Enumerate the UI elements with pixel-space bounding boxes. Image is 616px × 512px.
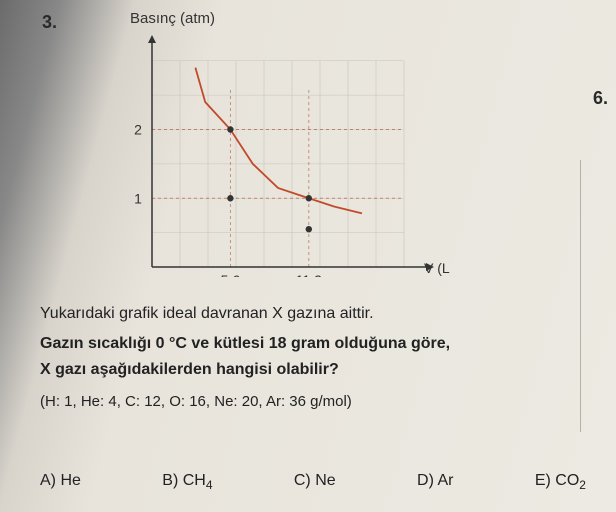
question-number-6: 6. (593, 88, 608, 109)
page-divider (580, 160, 598, 432)
option-d[interactable]: D) Ar (417, 472, 453, 492)
atomic-masses: (H: 1, He: 4, C: 12, O: 16, Ne: 20, Ar: … (40, 390, 586, 413)
y-axis-label: Basınç (atm) (130, 10, 470, 27)
answer-options: A) He B) CH4 C) Ne D) Ar E) CO2 (40, 472, 586, 492)
question-number-3: 3. (42, 12, 57, 33)
option-c[interactable]: C) Ne (294, 472, 336, 492)
svg-text:V (L): V (L) (424, 260, 450, 276)
option-e[interactable]: E) CO2 (535, 472, 586, 492)
svg-text:2: 2 (134, 122, 142, 138)
option-a[interactable]: A) He (40, 472, 81, 492)
svg-text:5,6: 5,6 (221, 272, 241, 277)
question-given: Gazın sıcaklığı 0 °C ve kütlesi 18 gram … (40, 332, 586, 357)
option-b[interactable]: B) CH4 (162, 472, 212, 492)
question-intro: Yukarıdaki grafik ideal davranan X gazın… (40, 302, 586, 327)
svg-text:11,2: 11,2 (296, 272, 322, 277)
chart-svg: 1 2 5,6 11,2 V (L) (130, 27, 450, 277)
pv-chart: Basınç (atm) 1 2 5,6 11,2 V (L) (130, 10, 470, 280)
question-ask: X gazı aşağıdakilerden hangisi olabilir? (40, 358, 586, 383)
svg-text:1: 1 (134, 190, 142, 206)
